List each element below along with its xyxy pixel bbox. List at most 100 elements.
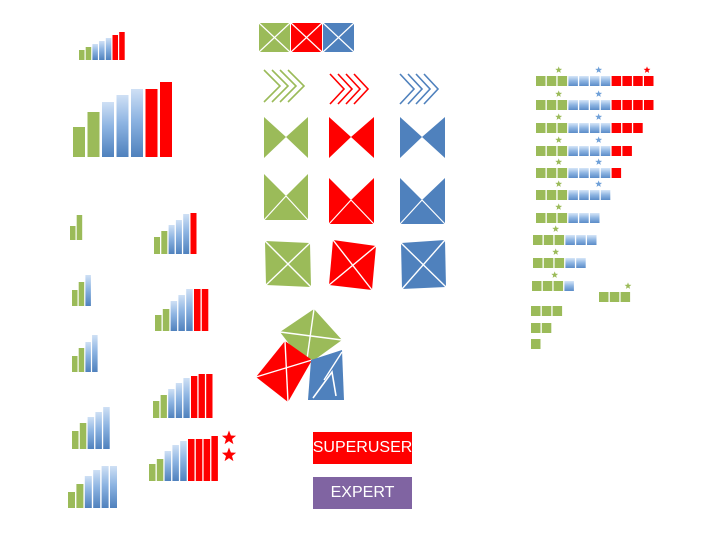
tier-cell [546,168,557,178]
tier-cell [541,323,552,333]
level-icon-small [79,32,125,60]
bowtie-green-icon [264,117,308,158]
tier-cell [533,235,543,245]
tier-cell [600,168,611,178]
level-bar [87,417,95,449]
star-icon [552,225,560,232]
star-icon [555,90,563,97]
cluster-red-envelope-icon [255,340,313,403]
level-bar [105,38,112,60]
star-icon [555,113,563,120]
tier-row [531,323,552,333]
tier-cell [579,190,589,200]
tier-cell [554,235,565,245]
level-bar [85,342,91,372]
level-bar [102,102,114,157]
tier-row [531,339,541,349]
level-bar [72,431,79,449]
level-bar [154,237,160,254]
tier-row [536,180,611,200]
tier-cell [541,306,552,316]
tier-cell [587,235,597,245]
level-bar [79,50,85,60]
tier-row [532,271,574,291]
envelope-blue-icon [322,22,355,53]
tier-cell [644,100,654,110]
star-icon [595,158,603,165]
tier-cell [633,123,643,133]
tier-row [533,248,586,268]
level-bar [170,301,178,331]
tier-row [531,306,563,316]
tier-cell [590,146,600,156]
tier-cell [536,100,546,110]
tier-cell [590,100,600,110]
tier-cell [532,281,542,291]
level-bar [116,95,129,157]
tier-cell [611,76,622,86]
tier-cell [543,258,554,268]
star-icon [555,66,563,73]
tier-cell [611,100,622,110]
star-icon [595,113,603,120]
star-icon [595,90,603,97]
tier-cell [568,76,578,86]
level-icon-1 [70,215,83,240]
level-bar [153,401,160,418]
level-bar [178,295,185,331]
level-icon-5 [68,466,117,508]
tier-row [536,158,622,178]
superuser-badge: SUPERUSER [313,432,412,464]
envelope-large-green-icon [264,240,312,288]
level-bar [93,470,101,508]
level-bar [84,476,92,508]
tier-cell [557,213,568,223]
tier-cell [568,213,578,223]
level-bar [160,395,167,418]
level-bar [101,466,109,508]
level-icon-3 [72,335,98,372]
tier-cell [542,281,553,291]
tier-cell [557,168,568,178]
tier-cell [579,100,589,110]
tier-cell [600,190,611,200]
level-bar [156,459,164,481]
level-bar [164,451,172,481]
level-bar [87,112,100,157]
star-icon [595,180,603,187]
tier-cell [546,146,557,156]
level-bar [155,315,162,331]
tier-row [536,136,632,156]
envelope-open-blue-icon [399,178,446,225]
tier-cell [620,292,631,302]
level-bar [188,439,195,481]
tier-row [536,113,643,133]
tier-row [536,90,654,110]
level-bar [149,464,156,481]
tier-cell [536,76,546,86]
star-icon [624,282,632,289]
level-bar [145,89,158,157]
tier-cell [609,292,620,302]
level-bar [162,309,170,331]
tier-cell [590,168,600,178]
tier-cell [568,190,578,200]
level-bar [201,289,209,331]
level-bar [76,215,83,240]
tier-cell [576,235,586,245]
level-bar-icons [68,32,237,508]
tier-cell [552,306,563,316]
star-icon [555,136,563,143]
tier-cell [622,146,632,156]
star-icon [555,180,563,187]
tier-cell [579,123,589,133]
tier-cell [590,123,600,133]
level-bar [99,41,105,60]
level-bar [110,466,117,508]
tier-cell [553,281,564,291]
tier-cell [611,168,622,178]
level-bar [103,407,110,449]
star-icon [595,66,603,73]
tier-cell [546,76,557,86]
